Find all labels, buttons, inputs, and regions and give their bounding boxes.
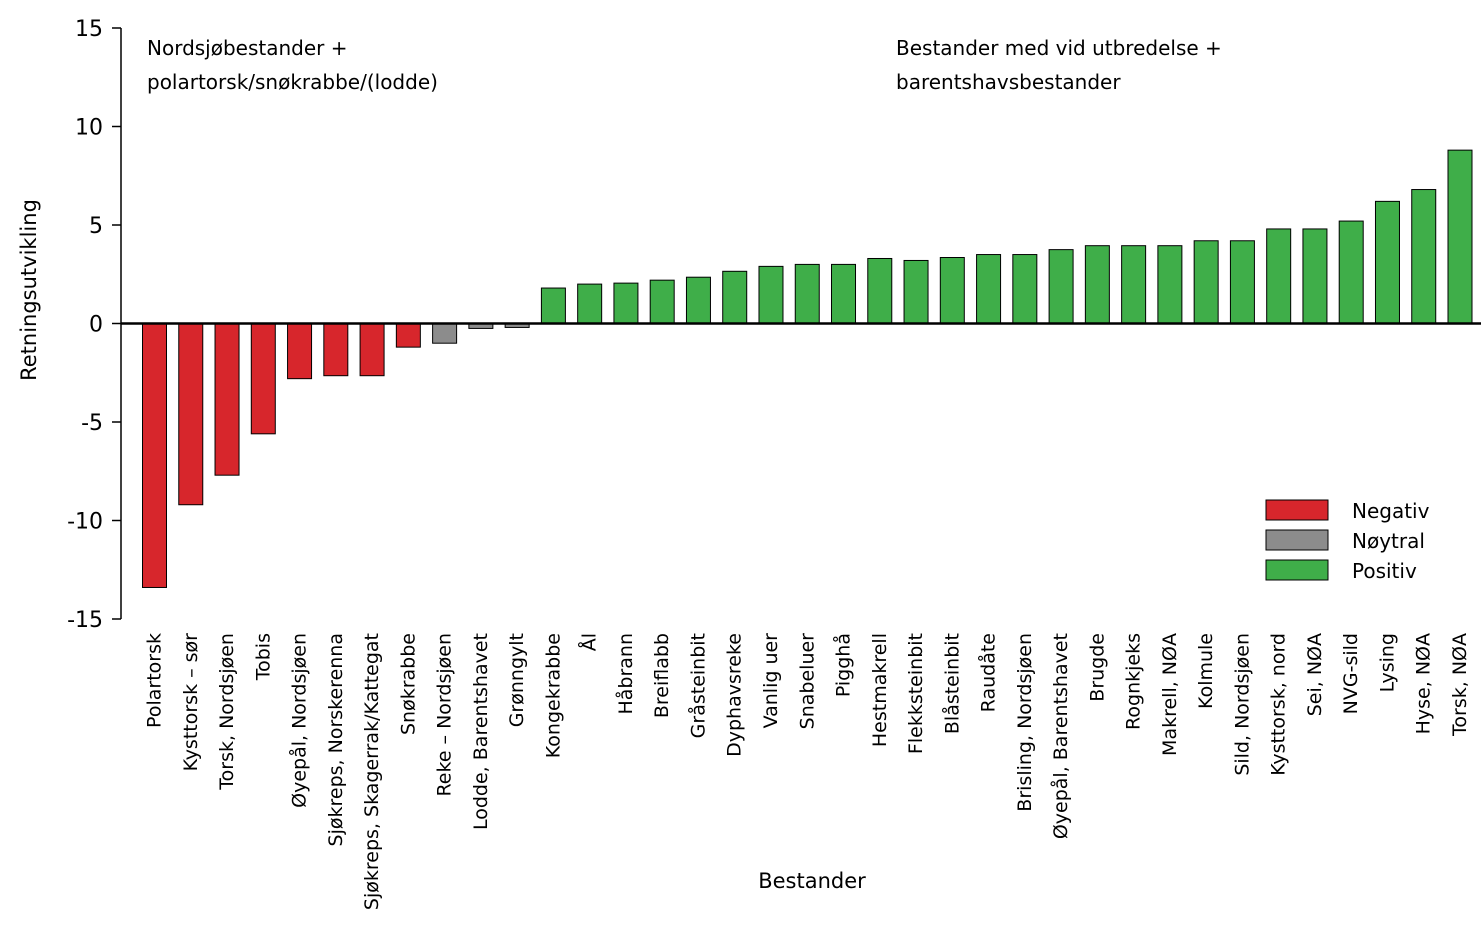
y-tick-label: 15: [75, 17, 103, 42]
x-category-label: Brugde: [1086, 633, 1108, 702]
y-tick-label: -5: [81, 411, 103, 436]
bar: [722, 270, 748, 325]
bar: [1374, 200, 1400, 324]
bar: [1447, 149, 1473, 324]
x-category-label: Sild, Nordsjøen: [1231, 633, 1253, 776]
y-ticks-layer: 15 10 5 0 -5 -10 -15: [67, 17, 121, 633]
bar: [1266, 228, 1292, 324]
x-category-label: Raudåte: [977, 633, 1000, 712]
bar: [323, 323, 349, 377]
legend-swatch-noytral: [1265, 529, 1329, 551]
y-tick-label: 0: [89, 313, 103, 338]
bar: [1157, 245, 1183, 324]
bar: [1411, 189, 1437, 324]
x-category-label: Torsk, Nordsjøen: [216, 633, 238, 791]
bar: [577, 283, 603, 325]
bar: [903, 259, 929, 324]
bar: [1048, 249, 1074, 324]
x-category-label: Tobis: [252, 633, 274, 681]
bar: [1302, 228, 1328, 324]
annotation-right-line1: Bestander med vid utbredelse +: [896, 36, 1222, 60]
bar: [432, 323, 458, 344]
bar: [758, 265, 784, 324]
x-category-label: NVG-sild: [1340, 633, 1362, 714]
x-category-label: Kolmule: [1195, 633, 1217, 709]
x-category-label: Grønngylt: [506, 633, 528, 727]
legend-label-noytral: Nøytral: [1352, 529, 1425, 553]
y-tick-label: 5: [89, 214, 103, 239]
legend-swatch-positiv: [1265, 559, 1329, 581]
x-category-label: Ål: [578, 633, 601, 651]
annotation-left-line2: polartorsk/snøkrabbe/(lodde): [147, 70, 438, 94]
bar: [250, 323, 276, 435]
bar: [178, 323, 204, 506]
x-category-label: Øyepål, Barentshavet: [1049, 633, 1072, 839]
bar: [976, 254, 1002, 324]
x-category-label: Kysttorsk – sør: [180, 633, 202, 772]
legend-label-positiv: Positiv: [1352, 559, 1417, 583]
x-category-label: Øyepål, Nordsjøen: [288, 633, 311, 808]
y-tick-label: -15: [67, 608, 103, 633]
x-category-label: Makrell, NØA: [1159, 633, 1181, 756]
x-category-label: Kongekrabbe: [542, 633, 564, 758]
x-category-label: Blåsteinbit: [940, 633, 963, 734]
y-tick-label: 10: [75, 116, 103, 141]
bar: [1084, 245, 1110, 324]
x-category-label: Sjøkreps, Norskerenna: [325, 633, 347, 846]
bar: [1121, 245, 1147, 324]
x-category-label: Lodde, Barentshavet: [470, 633, 492, 830]
x-category-label: Snøkrabbe: [397, 633, 419, 735]
bar: [1229, 240, 1255, 324]
bars-layer: [142, 149, 1473, 588]
bar: [649, 279, 675, 325]
annotation-right-line2: barentshavsbestander: [896, 70, 1121, 94]
bar: [359, 323, 385, 377]
x-category-label: Gråsteinbit: [686, 633, 709, 738]
x-category-label: Flekksteinbit: [905, 633, 927, 754]
bar: [287, 323, 313, 380]
x-category-label: Vanlig uer: [760, 633, 782, 729]
bar: [939, 257, 965, 325]
x-category-label: Breiflabb: [651, 633, 673, 718]
y-axis-title: Retningsutvikling: [17, 199, 41, 381]
annotation-left-line1: Nordsjøbestander +: [147, 36, 348, 60]
bar: [867, 257, 893, 324]
bar: [613, 282, 639, 324]
x-category-label: Brisling, Nordsjøen: [1014, 633, 1036, 812]
bar: [794, 263, 820, 324]
legend-label-negativ: Negativ: [1352, 499, 1430, 523]
bar: [142, 323, 167, 588]
x-category-label: Hestmakrell: [869, 633, 891, 747]
x-category-label: Kysttorsk, nord: [1268, 633, 1290, 776]
x-category-label: Pigghå: [832, 633, 855, 697]
x-category-label: Torsk, NØA: [1449, 633, 1471, 737]
bar: [685, 276, 711, 324]
x-category-label: Rognkjeks: [1123, 633, 1145, 730]
bar: [831, 263, 857, 324]
bar: [395, 323, 421, 348]
x-category-label: Sei, NØA: [1304, 633, 1326, 716]
x-category-label: Snabeluer: [796, 633, 818, 730]
bar: [1012, 254, 1038, 324]
x-labels-layer: Polartorsk Kysttorsk – sør Torsk, Nordsjøe…: [144, 633, 1472, 910]
y-tick-label: -10: [67, 510, 103, 535]
x-category-label: Hyse, NØA: [1413, 633, 1435, 734]
bar: [1338, 220, 1364, 324]
x-category-label: Sjøkreps, Skagerrak/Kattegat: [361, 633, 383, 910]
x-axis-title: Bestander: [758, 869, 866, 893]
x-category-label: Reke – Nordsjøen: [434, 633, 456, 797]
legend-swatch-negativ: [1265, 499, 1329, 521]
x-category-label: Polartorsk: [144, 633, 166, 728]
x-category-label: Håbrann: [614, 633, 637, 715]
x-category-label: Lysing: [1376, 633, 1398, 692]
x-category-label: Dyphavsreke: [724, 633, 746, 757]
bar: [214, 323, 240, 476]
bar: [1193, 240, 1219, 324]
legend: Negativ Nøytral Positiv: [1265, 499, 1430, 583]
bar: [540, 287, 566, 325]
